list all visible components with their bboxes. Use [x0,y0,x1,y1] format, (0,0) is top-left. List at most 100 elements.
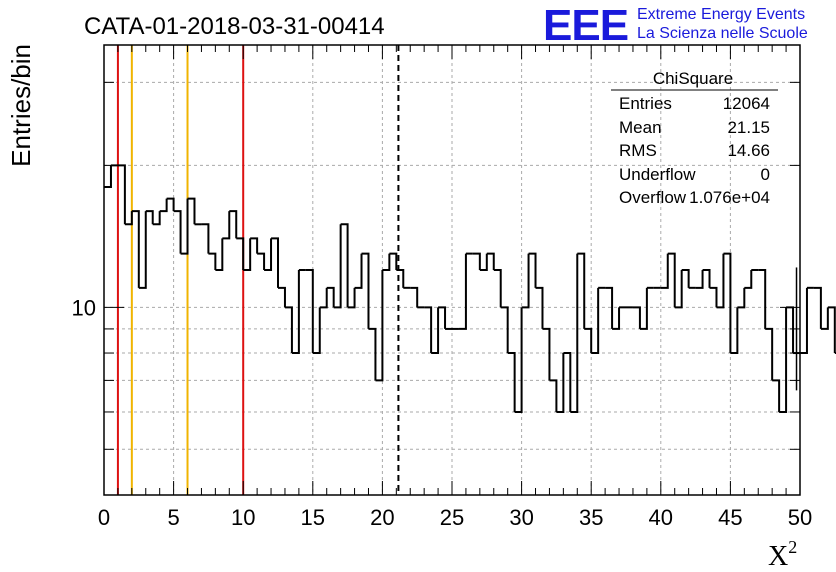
histogram-bin [284,306,293,354]
histogram-bin [486,252,495,270]
histogram-bin [500,306,509,354]
histogram-bin [229,210,238,239]
histogram-bin [563,352,572,412]
stats-value-mean: 21.15 [727,118,770,137]
stats-label-entries: Entries [619,94,672,113]
stats-label-mean: Mean [619,118,662,137]
axes: 0 5 10 15 20 25 30 35 40 45 50 10 [72,44,812,530]
histogram-bin [674,270,683,309]
histogram-bin [716,253,725,309]
histogram-bin [431,307,440,355]
x-tick-label: 40 [649,505,673,530]
histogram-bin [257,252,266,270]
histogram-bin [333,224,342,309]
histogram-bin [681,269,690,288]
histogram-bin [145,210,154,225]
eee-logo-line1: Extreme Energy Events [637,6,805,23]
histogram-bin [660,253,669,289]
x-tick-label: 5 [167,505,179,530]
histogram-bin [368,327,377,381]
histogram-bin [758,269,767,329]
x-tick-label: 35 [579,505,603,530]
histogram-bin [187,197,196,225]
histogram-bin [347,287,356,309]
histogram-bin [507,352,516,412]
histogram-bin [326,286,335,308]
histogram-bin [152,211,161,226]
histogram-bin [375,270,384,382]
histogram-bin [117,164,126,225]
histogram-bin [472,252,481,270]
histogram-bin [528,252,537,288]
histogram-bin [438,306,447,329]
histogram-bin [723,252,732,354]
histogram-bin [389,252,398,270]
histogram-bin [702,269,711,288]
eee-logo-mark: EEE [543,1,628,50]
histogram-bin [605,286,614,329]
histogram-bin [215,238,224,271]
stats-value-overflow: 1.076e+04 [689,188,770,207]
histogram-bin [264,238,273,271]
x-tick-label: 0 [98,505,110,530]
x-axis-label-sup: 2 [788,537,797,557]
histogram-bin [201,223,210,254]
histogram-bin [250,237,259,254]
histogram-bin [584,327,593,354]
eee-logo: EEE Extreme Energy Events La Scienza nel… [543,1,808,50]
histogram-bin [577,252,586,329]
x-axis-label-base: X [768,541,788,572]
histogram-bin [131,210,140,288]
histogram-bin [632,306,641,329]
histogram-bin [278,286,286,308]
histogram-bin [695,270,704,289]
histogram-bin [458,253,467,330]
histogram-bin [180,198,189,255]
histogram-bin [424,306,433,354]
histogram-bin [305,269,314,354]
histogram-bin [104,165,112,188]
histogram-bin [591,287,600,355]
histogram-bin [772,379,781,412]
histogram-bin [570,253,579,413]
histogram-bin [236,237,245,270]
stats-label-underflow: Underflow [619,165,696,184]
stats-value-entries: 12064 [723,94,770,113]
histogram-bin [312,307,321,355]
x-axis-label: X2 [768,537,797,572]
histogram-bin [765,327,774,381]
histogram-bin [639,287,648,330]
histogram-bin [291,270,300,355]
histogram-bin [340,223,349,308]
histogram-bin [827,306,836,354]
histogram-bin [166,197,175,212]
histogram-bin [786,306,795,354]
histogram-bin [744,270,753,289]
histogram-bin [159,198,168,213]
histogram-bin [222,211,231,240]
histogram-bin [173,210,182,254]
histogram-bin [243,238,252,271]
histogram-bin [730,307,739,355]
eee-logo-line2: La Scienza nelle Scuole [637,25,808,42]
stats-value-rms: 14.66 [727,141,770,160]
histogram-bin [535,286,544,329]
histogram-bin [271,237,279,288]
histogram-bin [208,252,217,270]
stats-label-overflow: Overflow [619,188,687,207]
histogram-bin [542,327,551,381]
stats-box-name: ChiSquare [653,69,733,88]
histogram-bin [556,353,565,413]
histogram-bin [800,287,808,355]
histogram-bin [667,252,676,308]
histogram-bin [709,286,718,308]
x-tick-label: 20 [370,505,394,530]
histogram-bin [319,287,328,309]
histogram-bin [549,379,558,412]
histogram-bin [612,307,621,330]
reference-lines [116,45,400,495]
histogram-bin [493,269,502,308]
histogram-bin [479,253,488,271]
y-tick-label: 10 [72,295,96,320]
